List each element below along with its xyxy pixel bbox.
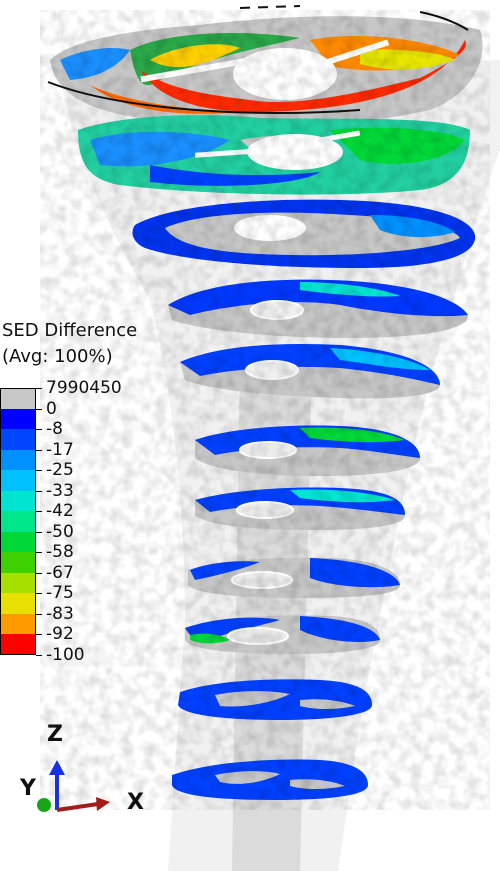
legend-tick [36,470,42,471]
legend-tick [36,449,42,451]
legend-value: -25 [46,460,74,480]
axis-triad [37,760,110,812]
legend-tick [36,511,42,512]
legend-tick [36,654,42,656]
legend-value: -67 [46,562,74,583]
legend-tick [36,408,42,410]
legend-subtitle: (Avg: 100%) [2,346,113,367]
legend-value: -50 [46,521,74,542]
legend-swatch [0,429,36,450]
legend-swatch [0,449,36,471]
legend-value: -100 [46,644,85,665]
legend-value: -83 [46,603,74,624]
legend-swatch [0,572,36,594]
legend-value: 7990450 [46,378,122,398]
legend-swatch [0,613,36,635]
legend-value: -17 [46,439,74,460]
legend-swatch [0,408,36,430]
legend-tick [36,593,42,594]
legend-swatch [0,531,36,553]
legend-tick [36,613,42,615]
legend-frame [0,388,36,655]
legend-swatch [0,634,36,655]
legend-value: -33 [46,480,74,501]
legend-tick [36,552,42,553]
legend-value: 0 [46,398,57,419]
legend-title: SED Difference [2,320,138,341]
legend-tick [36,490,42,492]
axis-label-x: X [127,790,144,815]
legend-swatch [0,593,36,614]
legend-value: -58 [46,542,74,562]
legend-tick [36,429,42,430]
axis-label-y: Y [20,776,36,801]
legend-swatch [0,490,36,512]
legend-swatch [0,388,36,409]
legend-swatch [0,470,36,491]
axis-label-z: Z [47,722,63,747]
legend-tick [36,572,42,574]
legend-value: -75 [46,583,74,603]
legend-tick [36,634,42,635]
legend-tick [36,388,42,389]
legend-value: -42 [46,501,74,521]
legend-tick [36,531,42,533]
legend-swatch [0,511,36,532]
legend-value: -8 [46,419,63,439]
legend-swatch [0,552,36,573]
legend-value: -92 [46,624,74,644]
